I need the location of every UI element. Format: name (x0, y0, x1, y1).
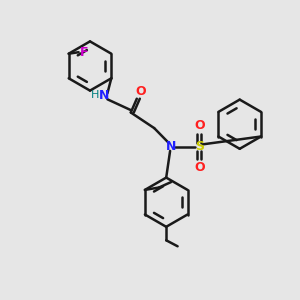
Text: N: N (99, 89, 109, 102)
Text: F: F (80, 46, 88, 59)
Text: S: S (195, 140, 204, 153)
Text: N: N (166, 140, 176, 153)
Text: O: O (135, 85, 146, 98)
Text: H: H (91, 90, 100, 100)
Text: O: O (194, 119, 205, 132)
Text: O: O (194, 161, 205, 174)
